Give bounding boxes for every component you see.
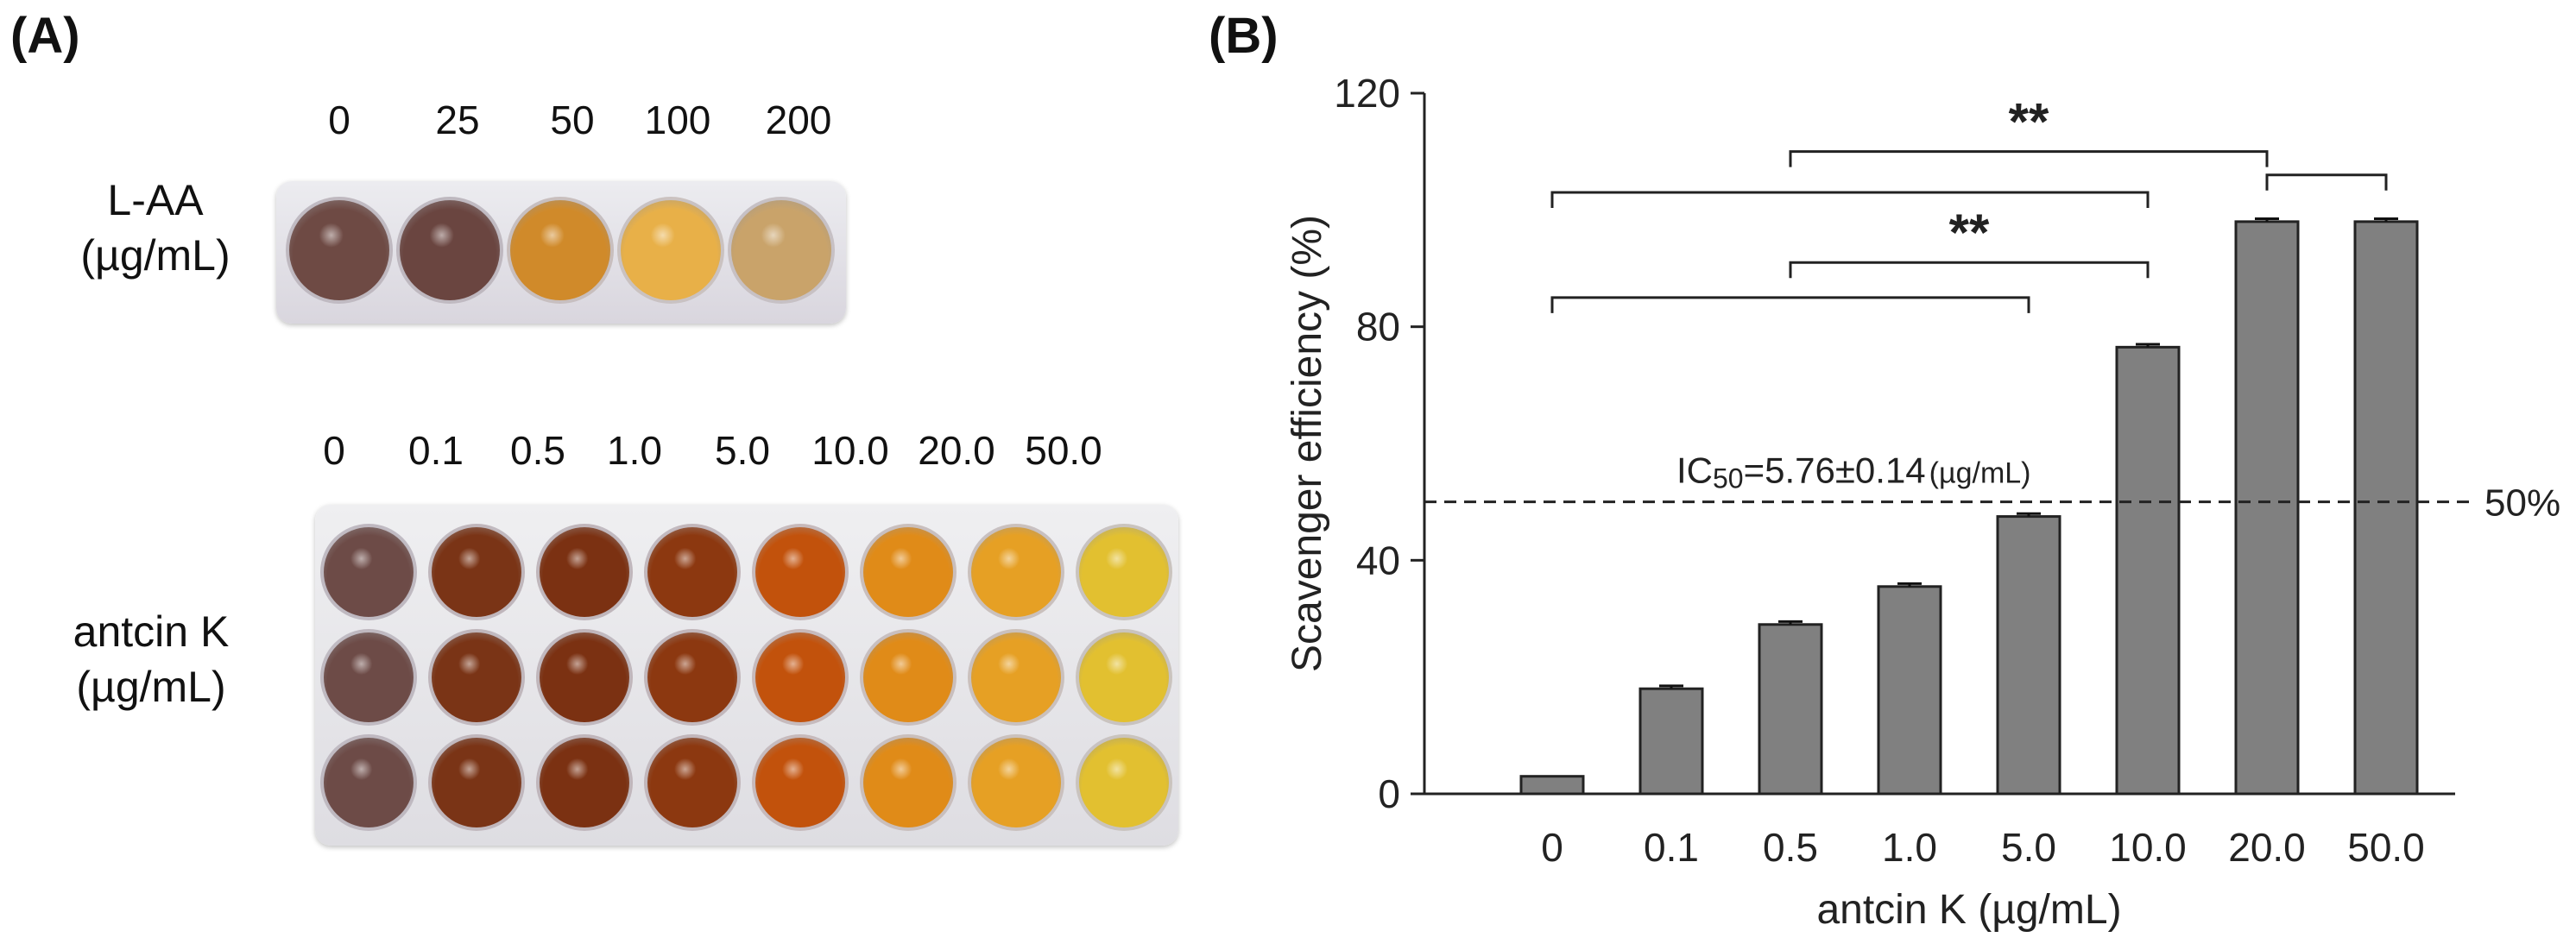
bar (1877, 585, 1942, 796)
ic50-annotation: IC50=5.76±0.14 (µg/mL) (1676, 450, 2031, 494)
well (396, 197, 503, 304)
well (320, 629, 417, 726)
bar (1638, 687, 1704, 796)
concentration-label: 0 (328, 98, 350, 142)
well (1076, 524, 1172, 620)
bar (1758, 623, 1823, 796)
concentration-label: 5.0 (715, 428, 770, 473)
laa-well-plate (276, 181, 846, 324)
well (320, 524, 417, 620)
laa-row-label-unit: (µg/mL) (80, 231, 230, 280)
significance-marker: ** (2009, 93, 2049, 151)
well (968, 629, 1064, 726)
well (617, 197, 724, 304)
concentration-label: 50.0 (1025, 428, 1102, 473)
y-tick-label: 40 (1356, 538, 1400, 582)
well (968, 524, 1064, 620)
concentration-label: 200 (765, 98, 832, 142)
well (644, 734, 741, 831)
bars-group (1519, 220, 2419, 796)
well (536, 734, 633, 831)
x-axis-label: antcin K (µg/mL) (1816, 887, 2121, 933)
well (860, 629, 957, 726)
well (507, 197, 614, 304)
significance-bracket (2265, 173, 2388, 191)
significance-group: ** ** (1550, 93, 2388, 313)
antcin-well-plate (315, 505, 1178, 846)
x-tick-label: 1.0 (1882, 825, 1937, 870)
well (860, 734, 957, 831)
ic50-unit: (µg/mL) (1929, 457, 2031, 490)
bar (1996, 515, 2061, 796)
well (728, 197, 835, 304)
laa-row-label-name: L-AA (107, 176, 204, 224)
significance-marker: ** (1949, 204, 1990, 261)
concentration-label: 0.5 (510, 428, 565, 473)
concentration-label: 50 (550, 98, 595, 142)
concentration-label: 10.0 (811, 428, 889, 473)
concentration-label: 20.0 (918, 428, 995, 473)
concentration-label: 25 (435, 98, 480, 142)
concentration-label: 100 (644, 98, 711, 142)
y-axis-label: Scavenger efficiency (%) (1285, 215, 1330, 672)
significance-bracket (1550, 296, 2030, 313)
significance-bracket (1789, 150, 2269, 167)
ic50-prefix: IC (1676, 450, 1713, 491)
laa-row-label: L-AA (µg/mL) (35, 173, 276, 283)
well (1076, 629, 1172, 726)
bar (2234, 220, 2300, 796)
significance-bracket (1550, 191, 2150, 209)
bar (1519, 775, 1585, 796)
x-tick-label: 0.1 (1644, 825, 1699, 870)
well (428, 629, 525, 726)
concentration-label: 0 (323, 428, 345, 473)
x-tick-label: 0 (1541, 825, 1563, 870)
well (752, 734, 849, 831)
x-tick-label: 20.0 (2228, 825, 2306, 870)
antcin-row-label-name: antcin K (73, 607, 230, 656)
well (644, 629, 741, 726)
ic50-subscript: 50 (1713, 463, 1744, 494)
antcin-row-label-unit: (µg/mL) (76, 663, 226, 711)
well (644, 524, 741, 620)
y-tick-label: 0 (1378, 771, 1400, 816)
well (536, 629, 633, 726)
well (428, 524, 525, 620)
well (752, 629, 849, 726)
x-tick-label: 0.5 (1763, 825, 1818, 870)
x-tick-label: 5.0 (2001, 825, 2056, 870)
reference-line-label: 50% (2484, 482, 2560, 525)
panel-a-label: (A) (10, 8, 80, 64)
well (860, 524, 957, 620)
x-tick-label: 10.0 (2109, 825, 2187, 870)
well (536, 524, 633, 620)
panel-b-label: (B) (1209, 8, 1279, 64)
well (752, 524, 849, 620)
x-tick-label: 50.0 (2347, 825, 2425, 870)
y-tick-label: 80 (1356, 305, 1400, 349)
axes-group: 0 0.1 0.5 1.0 5.0 10.0 20.0 50.0 0 40 80 120 (1334, 71, 2455, 870)
concentration-label: 0.1 (408, 428, 464, 473)
y-tick-label: 120 (1334, 71, 1400, 116)
ic50-value: =5.76±0.14 (1744, 450, 1926, 491)
well (286, 197, 393, 304)
significance-bracket (1789, 261, 2150, 279)
well (968, 734, 1064, 831)
well (320, 734, 417, 831)
concentration-label: 1.0 (607, 428, 662, 473)
well (1076, 734, 1172, 831)
bar (2353, 220, 2419, 796)
well (428, 734, 525, 831)
bar (2115, 345, 2181, 796)
antcin-row-label: antcin K (µg/mL) (26, 604, 276, 714)
error-bars-group (1659, 217, 2398, 689)
